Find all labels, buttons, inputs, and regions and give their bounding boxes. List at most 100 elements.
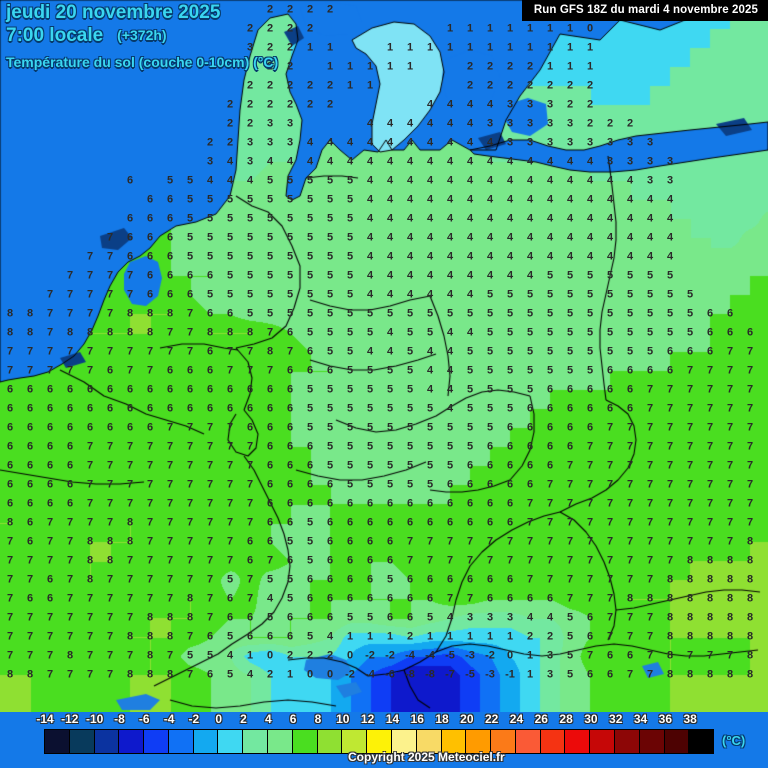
temperature-value: 7 <box>646 630 654 643</box>
temperature-value: 4 <box>366 193 374 206</box>
legend-segment[interactable] <box>689 730 714 753</box>
temperature-value: 5 <box>246 307 254 320</box>
temperature-value: 5 <box>266 288 274 301</box>
temperature-value: 1 <box>446 630 454 643</box>
temperature-value: 7 <box>746 421 754 434</box>
temperature-value: 4 <box>486 250 494 263</box>
temperature-value: 4 <box>486 269 494 282</box>
temperature-value: 4 <box>646 212 654 225</box>
temperature-value: 5 <box>226 269 234 282</box>
legend-segment[interactable] <box>416 730 442 753</box>
temperature-value: 7 <box>186 326 194 339</box>
legend-segment[interactable] <box>515 730 541 753</box>
legend-segment[interactable] <box>540 730 566 753</box>
temperature-value: 7 <box>706 440 714 453</box>
temperature-value: 5 <box>326 174 334 187</box>
legend-segment[interactable] <box>466 730 492 753</box>
legend-segment[interactable] <box>292 730 318 753</box>
temperature-value: 6 <box>186 383 194 396</box>
temperature-value: 5 <box>506 307 514 320</box>
legend-tick: -10 <box>85 712 104 726</box>
map-raster-canvas[interactable] <box>0 0 768 712</box>
legend-segment[interactable] <box>94 730 120 753</box>
temperature-value: 6 <box>186 402 194 415</box>
temperature-map[interactable]: 2222111222211111110322111111111111122111… <box>0 0 768 712</box>
temperature-value: 6 <box>526 459 534 472</box>
temperature-value: 7 <box>126 478 134 491</box>
temperature-value: 1 <box>486 22 494 35</box>
temperature-value: 6 <box>46 573 54 586</box>
temperature-value: 7 <box>646 611 654 624</box>
legend-color-bar[interactable] <box>44 729 714 754</box>
temperature-value: 5 <box>246 231 254 244</box>
legend-segment[interactable] <box>664 730 690 753</box>
temperature-value: 7 <box>226 554 234 567</box>
legend-segment[interactable] <box>565 730 591 753</box>
legend-segment[interactable] <box>590 730 615 753</box>
temperature-value: 0 <box>586 22 594 35</box>
temperature-value: 4 <box>366 212 374 225</box>
temperature-value: 4 <box>506 212 514 225</box>
color-scale-legend[interactable]: -14 -12 -10 -8 -6 -4 -2 0 2 4 6 8 10 12 14 16 18 20 22 24 26… <box>0 712 768 768</box>
temperature-value: 8 <box>166 611 174 624</box>
temperature-value: 6 <box>686 345 694 358</box>
temperature-value: 7 <box>606 478 614 491</box>
legend-segment[interactable] <box>45 730 70 753</box>
temperature-value: 5 <box>206 649 214 662</box>
temperature-value: 8 <box>626 592 634 605</box>
temperature-value: 2 <box>286 3 294 16</box>
legend-segment[interactable] <box>144 730 169 753</box>
legend-segment[interactable] <box>441 730 467 753</box>
temperature-value: 5 <box>306 250 314 263</box>
legend-segment[interactable] <box>367 730 392 753</box>
temperature-value: 7 <box>706 497 714 510</box>
temperature-value: 4 <box>386 117 394 130</box>
temperature-value: 6 <box>466 573 474 586</box>
legend-segment[interactable] <box>218 730 244 753</box>
temperature-value: 5 <box>226 630 234 643</box>
temperature-value: 6 <box>166 364 174 377</box>
temperature-value: 8 <box>266 345 274 358</box>
legend-segment[interactable] <box>639 730 665 753</box>
temperature-value: 1 <box>346 60 354 73</box>
temperature-value: 6 <box>26 592 34 605</box>
temperature-value: 7 <box>686 516 694 529</box>
temperature-value: 2 <box>466 79 474 92</box>
temperature-value: 6 <box>426 497 434 510</box>
legend-segment[interactable] <box>614 730 640 753</box>
temperature-value: 5 <box>326 326 334 339</box>
temperature-value: 5 <box>346 174 354 187</box>
temperature-value: 4 <box>646 231 654 244</box>
temperature-value: 8 <box>706 668 714 681</box>
temperature-value: 5 <box>266 611 274 624</box>
legend-segment[interactable] <box>168 730 194 753</box>
temperature-value: 7 <box>126 288 134 301</box>
temperature-value: 2 <box>586 98 594 111</box>
temperature-value: 7 <box>646 440 654 453</box>
legend-segment[interactable] <box>243 730 269 753</box>
legend-segment[interactable] <box>317 730 343 753</box>
temperature-value: 7 <box>646 459 654 472</box>
legend-segment[interactable] <box>268 730 293 753</box>
temperature-value: 2 <box>586 79 594 92</box>
temperature-value: 2 <box>606 117 614 130</box>
legend-tick: 32 <box>609 712 623 726</box>
temperature-value: 5 <box>526 345 534 358</box>
legend-segment[interactable] <box>342 730 368 753</box>
temperature-value: 4 <box>366 136 374 149</box>
temperature-value: 5 <box>346 250 354 263</box>
legend-segment[interactable] <box>119 730 145 753</box>
temperature-value: 8 <box>146 630 154 643</box>
temperature-value: 2 <box>486 60 494 73</box>
temperature-value: 7 <box>46 307 54 320</box>
temperature-value: 0 <box>266 649 274 662</box>
legend-segment[interactable] <box>193 730 219 753</box>
temperature-value: 7 <box>726 478 734 491</box>
temperature-value: 5 <box>606 307 614 320</box>
legend-segment[interactable] <box>491 730 516 753</box>
legend-segment[interactable] <box>391 730 417 753</box>
temperature-value: 4 <box>426 136 434 149</box>
legend-segment[interactable] <box>69 730 95 753</box>
temperature-value: 4 <box>226 155 234 168</box>
temperature-value: 7 <box>646 535 654 548</box>
